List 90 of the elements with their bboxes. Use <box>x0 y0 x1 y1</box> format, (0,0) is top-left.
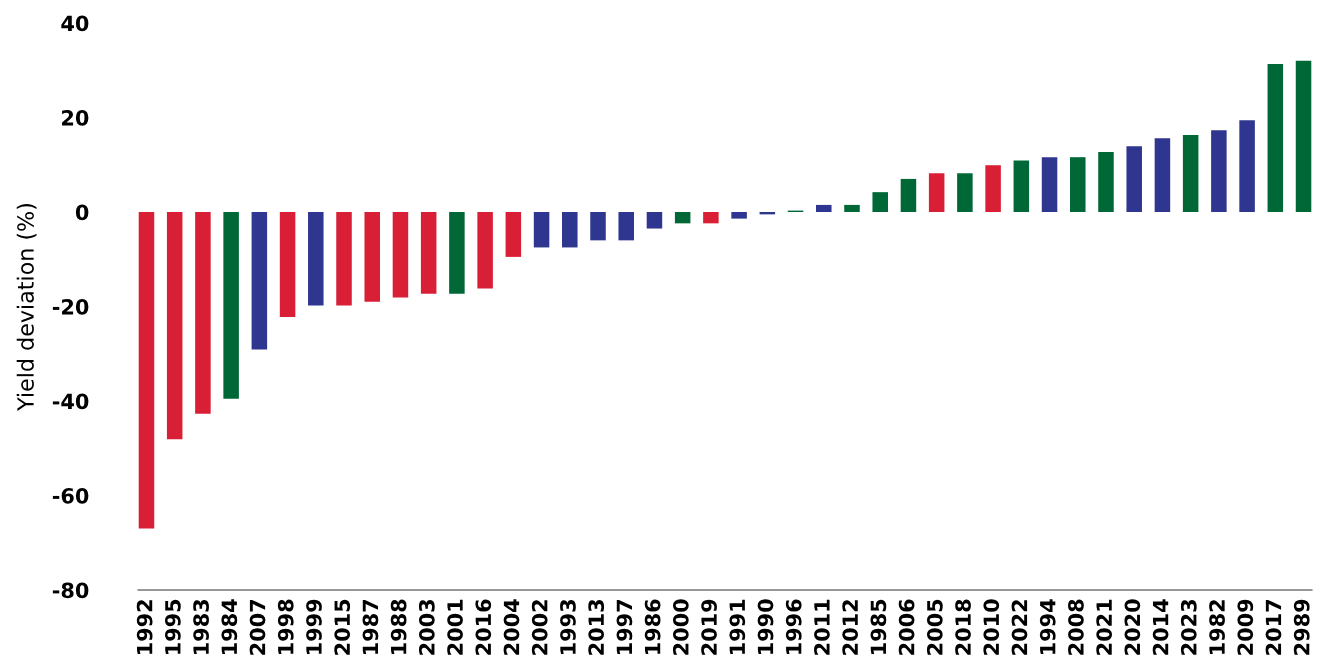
x-tick-label: 2021 <box>1096 599 1113 655</box>
x-tick-label: 2009 <box>1237 599 1254 655</box>
bar <box>731 212 747 219</box>
x-tick-label: 1993 <box>560 599 576 654</box>
bar <box>1154 138 1171 212</box>
x-tick-label: 2010 <box>983 599 1000 655</box>
bar <box>138 212 155 529</box>
bar <box>533 212 550 248</box>
bar <box>985 165 1001 212</box>
x-tick-label: 2013 <box>588 599 605 655</box>
x-tick-label: 2020 <box>1124 599 1141 655</box>
bar <box>505 212 522 257</box>
x-tick-label: 2004 <box>503 599 520 655</box>
x-tick-label: 2018 <box>955 599 971 655</box>
x-tick-label: 2019 <box>701 599 717 655</box>
y-tick-label: -40 <box>52 393 89 410</box>
bar <box>308 212 324 306</box>
x-tick-label: 1996 <box>785 599 802 654</box>
bar <box>223 212 239 399</box>
x-tick-label: 1988 <box>390 599 407 654</box>
y-tick-label: 40 <box>61 15 89 32</box>
y-axis-title: Yield deviation (%) <box>16 204 37 411</box>
x-tick-label: 1990 <box>757 599 774 654</box>
bar <box>928 173 945 212</box>
x-tick-label: 1986 <box>644 599 661 654</box>
x-tick-label: 2011 <box>814 599 830 655</box>
bar <box>166 212 183 440</box>
x-tick-label: 1982 <box>1209 600 1225 654</box>
x-tick-label: 2003 <box>418 599 435 655</box>
bar <box>477 212 493 289</box>
bar <box>279 212 296 317</box>
bar <box>1182 134 1199 212</box>
bar <box>816 204 832 212</box>
bar <box>703 212 719 224</box>
x-tick-label: 2008 <box>1068 599 1084 655</box>
bar <box>1239 120 1255 212</box>
bar <box>364 212 380 302</box>
bar <box>420 212 437 294</box>
x-tick-label: 2022 <box>1011 600 1028 655</box>
bar <box>590 212 606 241</box>
x-tick-label: 2002 <box>531 600 548 655</box>
bar <box>251 212 268 350</box>
bar <box>1267 64 1284 212</box>
bar <box>1013 160 1030 212</box>
x-tick-label: 2014 <box>1152 599 1169 655</box>
bar <box>618 212 634 241</box>
x-tick-label: 1995 <box>164 599 181 654</box>
bar <box>392 212 409 298</box>
x-tick-label: 1992 <box>136 600 153 654</box>
x-tick-label: 2023 <box>1180 599 1197 655</box>
x-tick-label: 1998 <box>277 599 294 654</box>
bar <box>1126 146 1142 212</box>
bar <box>1041 157 1058 212</box>
y-tick-label: -80 <box>52 582 89 599</box>
x-tick-label: 1997 <box>616 599 633 654</box>
x-tick-label: 2012 <box>842 600 859 655</box>
x-tick-label: 1987 <box>362 599 379 654</box>
bar <box>562 212 578 248</box>
bar <box>1211 130 1227 212</box>
x-tick-label: 1991 <box>729 599 746 654</box>
bar <box>449 212 465 294</box>
x-tick-label: 1999 <box>306 599 322 654</box>
x-tick-label: 1994 <box>1039 599 1056 654</box>
bar <box>900 178 917 212</box>
bar <box>1098 151 1114 212</box>
bar <box>336 212 352 306</box>
bar <box>872 192 888 212</box>
x-tick-label: 2000 <box>672 599 689 655</box>
x-tick-label: 2005 <box>926 599 943 655</box>
bar <box>957 173 973 212</box>
y-tick-label: -60 <box>52 487 89 504</box>
x-tick-label: 1983 <box>193 599 209 654</box>
bar <box>674 212 691 224</box>
x-tick-label: 1984 <box>221 599 238 654</box>
x-tick-label: 2015 <box>334 599 351 655</box>
bar <box>195 212 211 414</box>
x-tick-label: 2016 <box>475 599 492 655</box>
y-tick-label: 0 <box>75 204 89 221</box>
y-tick-label: 20 <box>62 109 89 126</box>
x-tick-label: 1985 <box>870 599 887 654</box>
bar <box>1295 60 1312 212</box>
x-tick-label: 2001 <box>447 599 463 655</box>
x-tick-label: 2006 <box>898 599 915 655</box>
y-tick-label: -20 <box>52 298 89 315</box>
x-tick-label: 2017 <box>1265 599 1282 655</box>
x-tick-label: 2007 <box>249 599 266 655</box>
bar <box>1070 157 1086 212</box>
bar <box>844 204 860 212</box>
bar <box>646 212 663 229</box>
x-tick-label: 2989 <box>1293 599 1310 655</box>
